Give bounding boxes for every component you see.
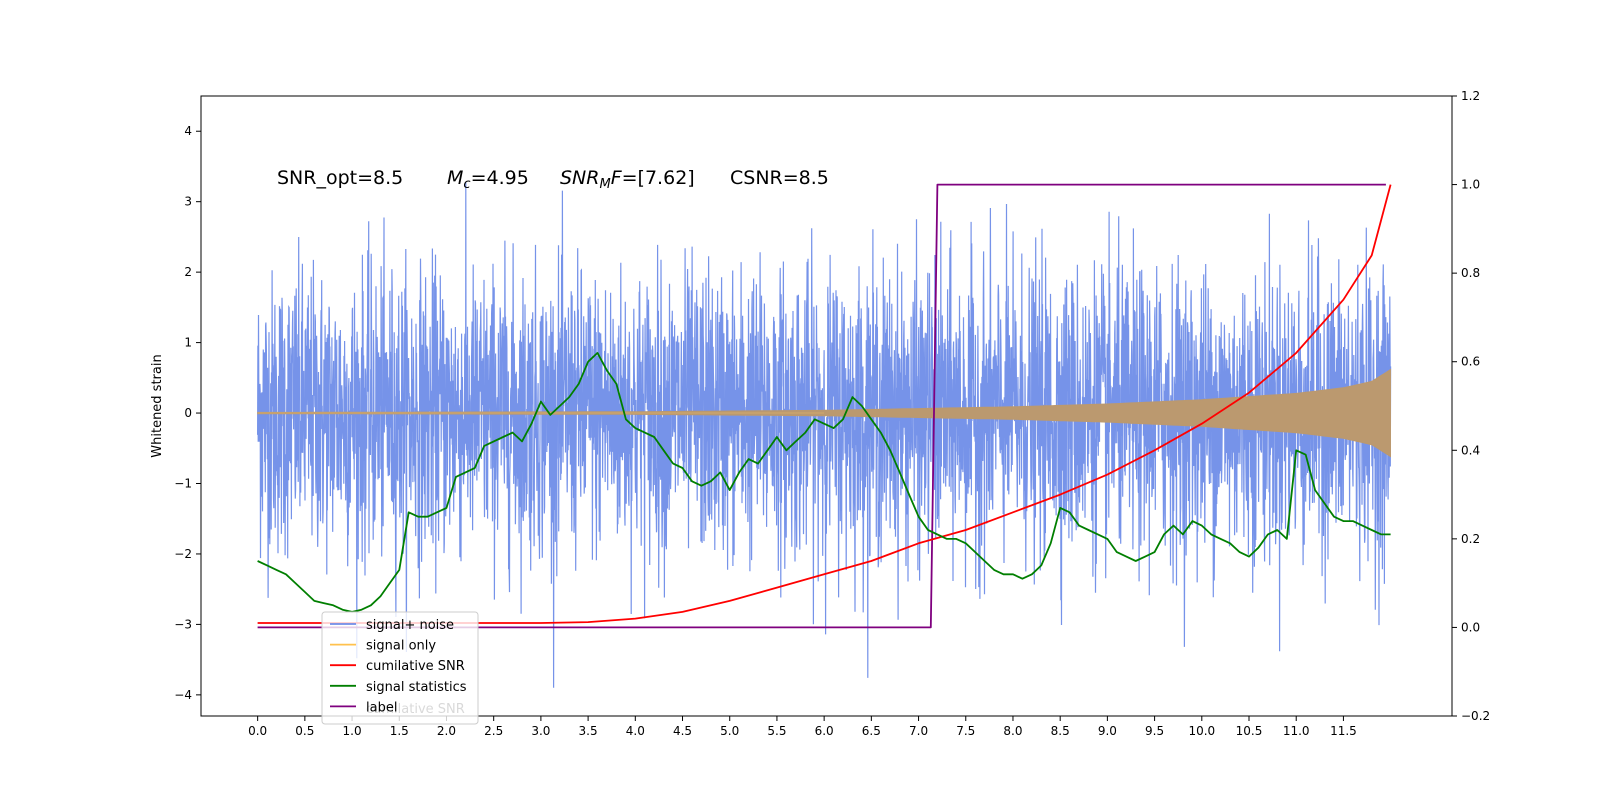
x-tick-label: 2.5 [484, 724, 503, 738]
legend-overlap-text: cumilative SNR [366, 702, 465, 717]
x-tick-label: 2.0 [437, 724, 456, 738]
x-axis: 0.0 0.5 1.0 1.5 2.0 2.5 3.0 3.5 4.0 4.5 5.0 5.5 6.0 6… [248, 716, 1357, 738]
y-right-tick-label: 0.6 [1461, 355, 1480, 369]
series-signal-only [257, 368, 1391, 458]
x-tick-label: 7.5 [956, 724, 975, 738]
chart-annotation: SNR_opt=8.5 Mc=4.95 SNRMF=[7.62] CSNR=8.… [277, 167, 829, 192]
y-left-tick-label: 2 [184, 265, 192, 279]
x-tick-label: 5.5 [767, 724, 786, 738]
legend-label: label [366, 700, 397, 715]
x-tick-label: 6.0 [815, 724, 834, 738]
y-left-tick-label: 0 [184, 406, 192, 420]
y-right-tick-label: 1.2 [1461, 89, 1480, 103]
x-tick-label: 8.0 [1003, 724, 1022, 738]
annotation-snr-mf: SNRMF=[7.62] [560, 167, 695, 192]
x-tick-label: 7.0 [909, 724, 928, 738]
y-axis-left: 4 3 2 1 0 −1 −2 −3 −4 [174, 124, 201, 702]
cumulative-snr-line [257, 184, 1392, 624]
y-axis-left-label: Whitened strain [150, 354, 165, 457]
legend-label: signal+ noise [366, 618, 454, 633]
legend-box [321, 611, 479, 725]
x-tick-label: 11.5 [1330, 724, 1357, 738]
x-tick-label: 0.0 [248, 724, 267, 738]
x-tick-label: 4.5 [673, 724, 692, 738]
x-tick-label: 6.5 [862, 724, 881, 738]
y-right-tick-label: 1.0 [1461, 178, 1480, 192]
y-right-tick-label: −0.2 [1461, 709, 1490, 723]
annotation-csnr: CSNR=8.5 [730, 167, 829, 189]
annotation-snr-opt: SNR_opt=8.5 [277, 167, 403, 189]
y-right-tick-label: 0.8 [1461, 266, 1480, 280]
x-tick-label: 4.0 [626, 724, 645, 738]
label-line [257, 183, 1386, 629]
x-tick-label: 10.5 [1236, 724, 1263, 738]
x-tick-label: 1.5 [390, 724, 409, 738]
series-signal-statistics [257, 351, 1391, 613]
y-right-tick-label: 0.2 [1461, 532, 1480, 546]
series-label [257, 183, 1386, 629]
legend: cumilative SNR signal+ noise signal only c… [321, 611, 479, 725]
y-right-tick-label: 0.0 [1461, 620, 1480, 634]
x-tick-label: 8.5 [1051, 724, 1070, 738]
x-tick-label: 5.0 [720, 724, 739, 738]
legend-label: signal statistics [366, 680, 467, 695]
y-left-tick-label: 1 [184, 336, 192, 350]
x-tick-label: 9.0 [1098, 724, 1117, 738]
x-tick-label: 3.0 [531, 724, 550, 738]
series-cumulative-snr [257, 184, 1392, 624]
plot-frame [200, 95, 1453, 717]
y-right-tick-label: 0.4 [1461, 443, 1480, 457]
annotation-mc: Mc=4.95 [447, 167, 529, 192]
x-tick-label: 10.0 [1188, 724, 1215, 738]
plot-area [200, 95, 1453, 717]
x-tick-label: 9.5 [1145, 724, 1164, 738]
y-left-tick-label: −2 [174, 547, 192, 561]
x-tick-label: 1.0 [343, 724, 362, 738]
x-tick-label: 11.0 [1283, 724, 1310, 738]
y-left-tick-label: −4 [174, 688, 192, 702]
y-axis-right: 1.2 1.0 0.8 0.6 0.4 0.2 0.0 −0.2 [1452, 89, 1490, 723]
x-tick-label: 3.5 [579, 724, 598, 738]
y-left-tick-label: −3 [174, 617, 192, 631]
signal-statistics-line [257, 351, 1391, 613]
y-left-tick-label: 3 [184, 195, 192, 209]
x-tick-label: 0.5 [295, 724, 314, 738]
legend-label: cumilative SNR [366, 659, 465, 674]
y-left-tick-label: −1 [174, 477, 192, 491]
legend-label: signal only [366, 639, 436, 654]
y-left-tick-label: 4 [184, 124, 192, 138]
